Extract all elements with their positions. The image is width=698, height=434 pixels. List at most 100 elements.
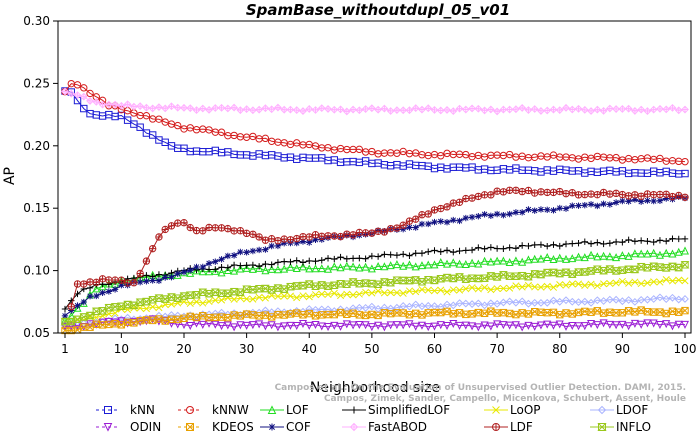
y-axis-label: AP [2,167,18,185]
data-point [286,236,295,244]
legend-label: kNN [130,403,155,417]
data-point [161,104,170,113]
data-point [324,143,332,152]
data-point [92,278,101,287]
data-point [155,233,163,241]
data-point [174,270,181,278]
data-point [600,240,607,248]
data-point [98,275,107,283]
data-point [536,321,545,330]
data-point [668,249,677,258]
y-tick-label: 0.05 [23,326,50,340]
data-point [599,297,608,305]
data-point [593,105,602,114]
data-point [186,299,194,308]
data-point [418,302,426,311]
data-point [317,264,326,273]
data-point [80,104,88,113]
data-point [86,293,94,300]
data-point [631,191,639,199]
data-point [331,255,338,263]
data-point [248,321,257,330]
legend-label: LoOP [510,403,541,417]
data-point [493,320,502,329]
data-point [462,194,470,203]
data-point [242,321,251,330]
data-point [267,308,276,317]
data-point [597,423,607,431]
data-point [343,290,351,298]
data-point [662,309,670,318]
legend-item-odin: ODIN [96,420,161,434]
data-point [612,295,621,304]
data-point [242,229,251,238]
data-point [205,223,213,232]
data-point [499,284,507,292]
data-point [274,103,282,112]
data-point [567,270,577,278]
data-point [104,406,112,414]
legend-item-inflo: INFLO [590,420,651,434]
data-point [418,311,426,319]
data-point [555,320,564,329]
data-point [681,235,689,243]
data-point [230,103,238,112]
data-point [224,224,232,233]
data-point [681,295,689,303]
data-point [424,286,432,294]
data-point [349,304,357,313]
data-point [255,105,264,114]
x-tick-label: 30 [239,342,254,356]
data-point [437,218,444,225]
data-point [424,301,433,310]
data-point [474,192,483,201]
data-point [98,100,107,109]
legend-item-kdeos: KDEOS [178,420,254,434]
data-point [267,235,276,243]
data-point [449,319,458,328]
data-point [324,264,333,273]
data-point [674,320,683,329]
data-point [411,322,420,331]
data-point [361,262,370,271]
data-point [212,258,219,265]
data-point [637,295,646,304]
legend-item-loop: LoOP [484,403,541,417]
data-point [562,189,570,198]
data-point [530,322,539,331]
data-point [574,104,583,113]
data-point [506,210,513,218]
data-point [537,283,545,291]
data-point [506,284,514,292]
data-point [618,105,627,113]
legend-item-ldof: LDOF [590,403,648,417]
data-point [461,321,470,330]
data-point [92,284,101,293]
data-point [411,262,420,271]
data-point [568,105,577,114]
data-point [506,244,513,251]
data-point [505,150,514,159]
data-point [205,267,214,276]
data-point [655,250,664,259]
data-point [399,321,408,330]
data-point [587,250,596,259]
data-point [612,238,620,246]
data-point [217,224,226,232]
data-point [330,262,339,271]
data-point [60,322,70,331]
x-tick-label: 50 [364,342,379,356]
data-point [374,227,382,235]
data-point [280,258,288,265]
data-point [437,248,444,255]
data-point [298,320,307,329]
data-point [500,211,507,219]
data-point [649,248,658,257]
data-point [562,281,570,289]
data-point [167,319,176,328]
data-point [512,282,520,290]
data-point [186,268,195,277]
data-point [468,194,476,202]
data-point [556,242,563,250]
data-point [524,299,533,308]
